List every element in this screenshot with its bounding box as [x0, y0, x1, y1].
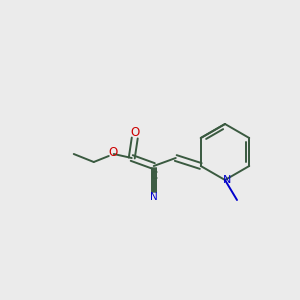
Text: N: N — [150, 192, 158, 202]
Text: O: O — [108, 146, 117, 160]
Text: O: O — [130, 125, 140, 139]
Text: N: N — [223, 175, 231, 185]
Text: C: C — [150, 171, 158, 181]
